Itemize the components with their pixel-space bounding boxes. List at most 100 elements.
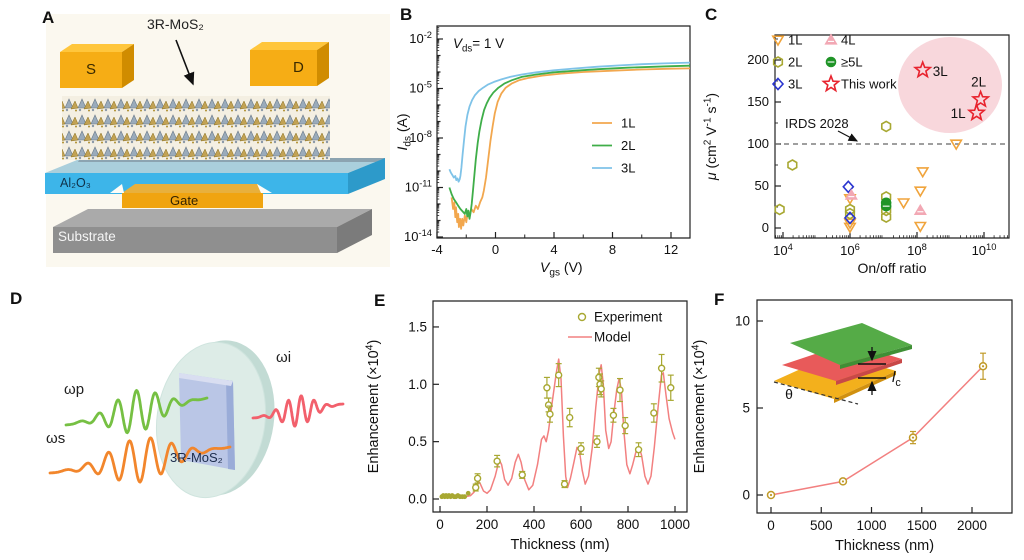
svg-text:Thickness (nm): Thickness (nm) bbox=[510, 537, 609, 553]
svg-text:5: 5 bbox=[742, 401, 750, 416]
idler-wavepacket bbox=[251, 394, 345, 428]
svg-text:2000: 2000 bbox=[957, 518, 987, 533]
svg-text:2L: 2L bbox=[621, 138, 635, 153]
svg-text:8: 8 bbox=[609, 242, 616, 257]
svg-text:0: 0 bbox=[436, 517, 444, 532]
svg-text:1L: 1L bbox=[951, 106, 967, 121]
svg-text:800: 800 bbox=[617, 517, 640, 532]
source-electrode bbox=[60, 44, 134, 88]
crystal-pointer-arrow bbox=[175, 39, 195, 86]
svg-text:Thickness (nm): Thickness (nm) bbox=[835, 538, 934, 554]
crystal-slab-label: 3R-MoS₂ bbox=[170, 450, 223, 465]
panel-e-enhancement-chart: 0 200 400 600 800 1000 0.0 0.5 1.0 1.5 Thickness (… bbox=[364, 300, 690, 553]
svg-text:IRDS 2028: IRDS 2028 bbox=[785, 116, 849, 131]
svg-text:10: 10 bbox=[735, 314, 750, 329]
curve-1L bbox=[450, 67, 691, 230]
svg-text:1.0: 1.0 bbox=[408, 377, 427, 392]
axes: -4 0 4 8 12 10-2 10-5 10-8 10-11 10-14 Vgs (V) Ids … bbox=[394, 25, 691, 279]
panel-c-mobility-scatter-chart: 104 106 108 1010 0 50 100 150 200 On/off ratio μ (… bbox=[703, 33, 1010, 276]
svg-text:200: 200 bbox=[476, 517, 499, 532]
pump-frequency-label: ωp bbox=[64, 381, 85, 398]
panel-a-device-schematic bbox=[45, 14, 390, 267]
svg-text:1.5: 1.5 bbox=[408, 319, 427, 334]
crystal-annotation: 3R-MoS₂ bbox=[147, 16, 204, 32]
svg-text:0.5: 0.5 bbox=[408, 434, 427, 449]
pump-wavepacket bbox=[64, 388, 209, 435]
svg-text:Experiment: Experiment bbox=[594, 310, 663, 325]
panel-label-b: B bbox=[400, 5, 413, 24]
series-≥5L bbox=[880, 197, 892, 212]
svg-text:100: 100 bbox=[747, 136, 769, 151]
svg-text:0: 0 bbox=[762, 220, 769, 235]
svg-text:Model: Model bbox=[594, 330, 631, 345]
svg-text:1010: 1010 bbox=[972, 242, 997, 258]
svg-text:106: 106 bbox=[840, 242, 860, 258]
svg-text:600: 600 bbox=[570, 517, 593, 532]
drain-electrode bbox=[250, 42, 329, 86]
flake-stack-inset: θ lc bbox=[773, 323, 912, 405]
svg-text:10-2: 10-2 bbox=[409, 30, 432, 46]
gate-label: Gate bbox=[170, 193, 199, 208]
series-This work: 3L 2L 1L bbox=[912, 59, 991, 122]
svg-text:1L: 1L bbox=[621, 116, 635, 131]
gate-electrode bbox=[110, 184, 272, 208]
curve-2L bbox=[448, 64, 691, 220]
experiment-points bbox=[439, 353, 675, 500]
panel-b-transfer-curve-chart: -4 0 4 8 12 10-2 10-5 10-8 10-11 10-14 Vgs (V) Ids … bbox=[394, 25, 691, 279]
series-1L bbox=[843, 139, 963, 234]
svg-text:-4: -4 bbox=[431, 242, 443, 257]
svg-text:This work: This work bbox=[841, 77, 897, 92]
svg-text:10-8: 10-8 bbox=[409, 129, 432, 145]
svg-text:1000: 1000 bbox=[856, 518, 886, 533]
svg-text:108: 108 bbox=[907, 242, 927, 258]
svg-text:3L: 3L bbox=[933, 64, 949, 79]
svg-text:200: 200 bbox=[747, 52, 769, 67]
svg-text:400: 400 bbox=[523, 517, 546, 532]
series-3L bbox=[842, 180, 857, 225]
svg-text:1L: 1L bbox=[788, 33, 802, 48]
svg-text:12: 12 bbox=[664, 242, 678, 257]
flake-top bbox=[790, 323, 912, 365]
series bbox=[448, 61, 691, 230]
series: 3L 2L 1L bbox=[774, 59, 991, 234]
curve-3L bbox=[448, 61, 691, 183]
svg-text:μ (cm2 V-1 s-1): μ (cm2 V-1 s-1) bbox=[703, 93, 719, 181]
svg-text:Vds= 1 V: Vds= 1 V bbox=[453, 36, 504, 55]
signal-frequency-label: ωs bbox=[46, 430, 66, 447]
svg-text:10-14: 10-14 bbox=[404, 228, 432, 244]
svg-text:Ids (A): Ids (A) bbox=[394, 113, 414, 150]
svg-text:lc: lc bbox=[892, 369, 901, 389]
svg-text:1500: 1500 bbox=[907, 518, 937, 533]
substrate-label: Substrate bbox=[58, 229, 116, 244]
svg-text:On/off ratio: On/off ratio bbox=[857, 260, 926, 276]
panel-f-enhancement-chart: 0 500 1000 1500 2000 0 5 10 Thickness (nm) Enhanc… bbox=[690, 299, 1013, 554]
svg-text:3L: 3L bbox=[621, 161, 635, 176]
axes: 0 500 1000 1500 2000 0 5 10 Thickness (nm) Enhanc… bbox=[690, 299, 1013, 554]
panel-label-a: A bbox=[42, 8, 55, 27]
signal-wavepacket bbox=[48, 436, 232, 484]
legend: 1L 2L 3L bbox=[592, 116, 635, 176]
legend: Experiment Model bbox=[568, 310, 663, 345]
twist-angle-dash bbox=[773, 381, 859, 405]
axes: 104 106 108 1010 0 50 100 150 200 On/off ratio μ (… bbox=[703, 34, 1010, 276]
svg-text:Enhancement (×104): Enhancement (×104) bbox=[364, 340, 382, 474]
panel-label-f: F bbox=[714, 290, 725, 309]
legend: 1L 2L 3L 4L ≥5L This work bbox=[771, 33, 897, 93]
svg-text:1000: 1000 bbox=[660, 517, 690, 532]
this-work-highlight bbox=[898, 37, 1002, 133]
svg-text:0: 0 bbox=[742, 488, 750, 503]
series-2L bbox=[774, 120, 892, 224]
svg-text:≥5L: ≥5L bbox=[841, 55, 863, 70]
substrate-block bbox=[53, 209, 372, 253]
data-series bbox=[766, 352, 988, 500]
svg-text:Vgs (V): Vgs (V) bbox=[540, 259, 583, 279]
mos2-crystal bbox=[62, 96, 330, 160]
drain-label: D bbox=[293, 59, 304, 76]
axes: 0 200 400 600 800 1000 0.0 0.5 1.0 1.5 Thickness (… bbox=[364, 300, 690, 553]
svg-text:4: 4 bbox=[550, 242, 557, 257]
panel-d-optics-schematic bbox=[48, 340, 345, 499]
panel-label-d: D bbox=[10, 289, 23, 308]
series-4L bbox=[844, 188, 927, 215]
svg-text:4L: 4L bbox=[841, 33, 855, 48]
